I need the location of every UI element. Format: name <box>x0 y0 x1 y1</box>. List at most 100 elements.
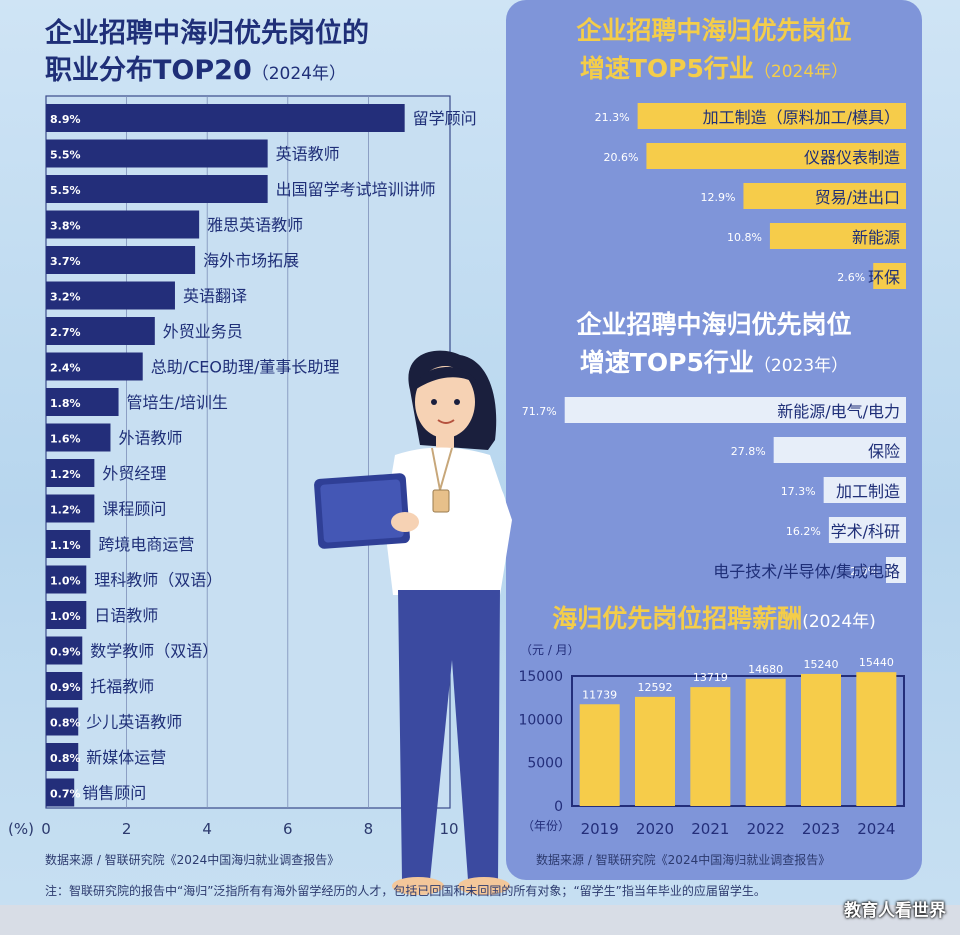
left-chart-value-label: 0.9% <box>50 681 81 694</box>
arm <box>446 470 507 545</box>
salary-chart-category-label: 2021 <box>691 820 729 838</box>
left-chart-category-label: 外贸业务员 <box>163 322 243 341</box>
right-chart1-title-line1: 企业招聘中海归优先岗位 <box>576 16 852 45</box>
salary-chart-bar <box>856 672 897 806</box>
growth2023-category-label: 保险 <box>868 442 900 461</box>
salary-chart-value-label: 12592 <box>638 681 673 694</box>
salary-chart-title-year: (2024年) <box>802 612 876 632</box>
left-chart-title-line1: 企业招聘中海归优先岗位的 <box>45 18 369 49</box>
left-chart-category-label: 课程顾问 <box>102 500 166 519</box>
growth2023-value-label: 2.9% <box>850 565 878 578</box>
growth2023-bar <box>564 397 906 423</box>
left-chart-value-label: 0.9% <box>50 646 81 659</box>
face <box>415 366 475 438</box>
left-chart-category-label: 留学顾问 <box>413 109 477 128</box>
salary-chart-category-label: 2023 <box>802 820 840 838</box>
salary-chart-title: 海归优先岗位招聘薪酬(2024年) <box>506 606 922 631</box>
left-chart-value-label: 1.1% <box>50 539 81 552</box>
growth2024-category-label: 仪器仪表制造 <box>804 148 900 167</box>
growth2023-value-label: 71.7% <box>522 405 557 418</box>
left-chart-bar <box>46 281 175 310</box>
left-chart-bar <box>46 494 95 523</box>
growth2023-value-label: 27.8% <box>731 445 766 458</box>
left-chart-category-label: 日语教师 <box>94 606 158 625</box>
left-chart-bar <box>46 317 155 345</box>
left-chart-value-label: 2.7% <box>50 326 81 339</box>
growth2023-value-label: 16.2% <box>786 525 821 538</box>
growth2024-category-label: 新能源 <box>852 228 900 247</box>
left-chart-category-label: 雅思英语教师 <box>207 216 303 235</box>
left-chart-value-label: 1.2% <box>50 504 81 517</box>
tablet-screen <box>320 479 404 543</box>
left-chart-category-label: 数学教师（双语） <box>90 642 218 661</box>
salary-chart-bar <box>801 673 841 806</box>
left-chart-title-year: （2024年） <box>251 64 346 84</box>
left-chart-category-label: 海外市场拓展 <box>203 251 299 270</box>
mouth <box>437 419 455 424</box>
salary-chart-value-label: 15440 <box>859 656 894 669</box>
left-chart-category-label: 外语教师 <box>118 429 182 448</box>
footnote: 注：智联研究院的报告中“海归”泛指所有有海外留学经历的人才，包括已回国和未回国的… <box>45 884 766 898</box>
left-chart-title-main: 职业分布TOP20 <box>45 55 252 86</box>
salary-chart-category-label: 2019 <box>581 820 619 838</box>
growth2024-category-label: 加工制造（原料加工/模具） <box>703 108 900 127</box>
left-chart-value-label: 1.0% <box>50 610 81 623</box>
left-chart-value-label: 2.4% <box>50 362 81 375</box>
left-chart-value-label: 3.2% <box>50 291 81 304</box>
growth2024-category-label: 贸易/进出口 <box>815 188 900 207</box>
left-chart-category-label: 跨境电商运营 <box>98 535 194 554</box>
growth2024-category-label: 环保 <box>868 268 900 287</box>
left-chart-bar <box>46 423 111 452</box>
badge <box>432 489 450 513</box>
left-chart-value-label: 3.8% <box>50 220 81 233</box>
left-chart-bar <box>46 530 91 558</box>
growth2023-bar <box>823 477 906 503</box>
right-chart2-title-year: （2023年） <box>753 356 849 376</box>
shoe-right <box>458 877 510 895</box>
left-chart-category-label: 英语教师 <box>276 145 340 164</box>
right-chart2-title-line2: 增速TOP5行业（2023年） <box>506 350 922 375</box>
source-left: 数据来源 / 智联研究院《2024中国海归就业调查报告》 <box>45 853 340 867</box>
left-chart-xtick: 8 <box>364 820 374 838</box>
salary-chart-ylabel: （元 / 月） <box>520 643 580 657</box>
left-chart-category-label: 总助/CEO助理/董事长助理 <box>151 358 340 377</box>
salary-chart-ytick: 15000 <box>518 669 563 685</box>
salary-chart-ytick: 5000 <box>527 756 563 772</box>
growth2024-bar <box>743 183 906 209</box>
growth2024-value-label: 12.9% <box>701 191 736 204</box>
left-chart-bar <box>46 246 196 274</box>
left-chart-bar <box>46 139 268 168</box>
growth2024-bar <box>637 103 906 129</box>
growth2024-value-label: 2.6% <box>837 271 865 284</box>
growth2024-value-label: 21.3% <box>595 111 630 124</box>
eye-right <box>454 399 460 405</box>
left-chart-value-label: 0.7% <box>50 788 81 801</box>
salary-chart-bar <box>690 687 731 806</box>
left-chart-bar <box>46 388 119 416</box>
left-chart-bar <box>46 352 143 381</box>
left-chart-category-label: 管培生/培训生 <box>127 393 228 412</box>
left-chart-value-label: 5.5% <box>50 184 81 197</box>
growth2023-value-label: 17.3% <box>781 485 816 498</box>
right-chart1-title-year: （2024年） <box>753 62 849 82</box>
left-chart-bar <box>46 743 79 771</box>
salary-chart-category-label: 2022 <box>747 820 785 838</box>
left-chart-value-label: 0.8% <box>50 752 81 765</box>
growth2023-category-label: 新能源/电气/电力 <box>777 402 900 421</box>
left-chart-category-label: 销售顾问 <box>82 784 146 803</box>
salary-chart-value-label: 11739 <box>582 688 617 701</box>
growth2024-value-label: 20.6% <box>603 151 638 164</box>
neck <box>436 432 454 450</box>
growth2023-bar <box>886 557 906 583</box>
salary-chart-bar <box>579 704 620 806</box>
hair-bangs <box>412 367 478 392</box>
left-chart-value-label: 1.0% <box>50 575 81 588</box>
growth2023-bar <box>773 437 906 463</box>
left-chart-value-label: 5.5% <box>50 149 81 162</box>
growth2024-bar <box>873 263 906 289</box>
growth2024-value-label: 10.8% <box>727 231 762 244</box>
left-chart-category-label: 托福教师 <box>90 677 154 696</box>
left-chart-xunit: (%) <box>8 820 34 838</box>
salary-chart-xlabel: （年份） <box>522 819 570 833</box>
left-chart-xtick: 6 <box>283 820 293 838</box>
